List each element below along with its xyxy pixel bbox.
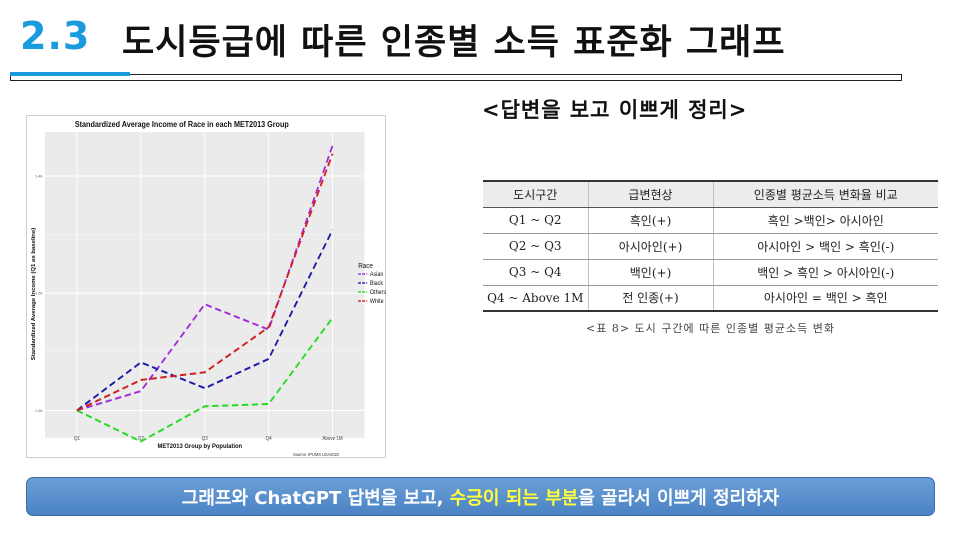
legend-label-others: Others	[370, 290, 386, 296]
series-line-asian	[76, 145, 334, 412]
table-cell: Q3 ~ Q4	[483, 259, 589, 286]
title-accent-bar	[10, 72, 130, 76]
table-row: Q3 ~ Q4 백인(+) 백인 > 흑인 > 아시아인(-)	[483, 259, 938, 286]
table-cell: 아시아인 > 백인 > 흑인(-)	[713, 233, 938, 260]
y-tick-label: 1.00-	[35, 409, 44, 413]
table-row: Q4 ~ Above 1M 전 인종(+) 아시아인 = 백인 > 흑인	[483, 285, 938, 312]
table-cell: 아시아인(+)	[588, 233, 714, 260]
col-header-sudden-change: 급변현상	[588, 181, 714, 208]
y-axis-label: Standardized Average Income (Q1 as basel…	[31, 228, 37, 361]
slide-header: 2.3 도시등급에 따른 인종별 소득 표준화 그래프	[0, 0, 960, 81]
title-divider	[10, 74, 902, 81]
chart-svg: Standardized Average Income of Race in e…	[31, 120, 386, 457]
x-tick-label: Q2	[138, 436, 144, 442]
comparison-table: 도시구간 급변현상 인종별 평균소득 변화율 비교 Q1 ~ Q2 흑인(+) …	[483, 180, 938, 312]
legend-label-black: Black	[370, 281, 383, 287]
y-tick-label: 1.20-	[35, 292, 44, 296]
banner-text-part2: 을 골라서 이쁘게 정리하자	[578, 487, 780, 509]
table-cell: 아시아인 = 백인 > 흑인	[713, 285, 938, 312]
col-header-city-range: 도시구간	[483, 181, 589, 208]
banner-text: 그래프와 ChatGPT 답변을 보고, 수긍이 되는 부분을 골라서 이쁘게 …	[182, 484, 779, 510]
table-cell: Q2 ~ Q3	[483, 233, 589, 260]
table-cell: Q1 ~ Q2	[483, 207, 589, 234]
line-chart: Standardized Average Income of Race in e…	[26, 115, 386, 458]
comparison-table-wrap: 도시구간 급변현상 인종별 평균소득 변화율 비교 Q1 ~ Q2 흑인(+) …	[483, 180, 938, 312]
x-tick-label: Q3	[202, 436, 208, 442]
col-header-income-change: 인종별 평균소득 변화율 비교	[713, 181, 938, 208]
table-cell: Q4 ~ Above 1M	[483, 285, 589, 312]
table-cell: 백인 > 흑인 > 아시아인(-)	[713, 259, 938, 286]
section-number: 2.3	[20, 14, 91, 58]
table-row: Q1 ~ Q2 흑인(+) 흑인 >백인> 아시아인	[483, 207, 938, 234]
legend-label-asian: Asian	[370, 272, 383, 278]
series-line-white	[76, 153, 334, 412]
table-cell: 백인(+)	[588, 259, 714, 286]
x-tick-label: Q1	[74, 436, 80, 442]
table-cell: 흑인 >백인> 아시아인	[713, 207, 938, 234]
legend-label-white: White	[370, 299, 384, 305]
series-line-others	[76, 317, 334, 443]
series-line-black	[76, 229, 334, 412]
y-tick-label: 1.40-	[35, 174, 44, 178]
banner-highlight: 수긍이 되는 부분	[449, 487, 579, 509]
table-cell: 흑인(+)	[588, 207, 714, 234]
chart-source: Source: IPUMS USA2022	[293, 452, 340, 457]
x-tick-label: Q4	[266, 436, 272, 442]
subheading: <답변을 보고 이쁘게 정리>	[482, 98, 748, 122]
x-axis-label: MET2013 Group by Population	[157, 443, 242, 450]
table-header-row: 도시구간 급변현상 인종별 평균소득 변화율 비교	[483, 181, 938, 208]
slide-title: 도시등급에 따른 인종별 소득 표준화 그래프	[122, 23, 786, 63]
table-caption: <표 8> 도시 구간에 따른 인종별 평균소득 변화	[586, 322, 835, 335]
x-tick-label: Above 1M	[322, 436, 342, 442]
legend-title: Race	[358, 263, 373, 270]
table-row: Q2 ~ Q3 아시아인(+) 아시아인 > 백인 > 흑인(-)	[483, 233, 938, 260]
banner-text-part1: 그래프와 ChatGPT 답변을 보고,	[181, 487, 450, 509]
table-cell: 전 인종(+)	[588, 285, 714, 312]
chart-title: Standardized Average Income of Race in e…	[75, 120, 289, 129]
instruction-banner: 그래프와 ChatGPT 답변을 보고, 수긍이 되는 부분을 골라서 이쁘게 …	[26, 477, 935, 516]
